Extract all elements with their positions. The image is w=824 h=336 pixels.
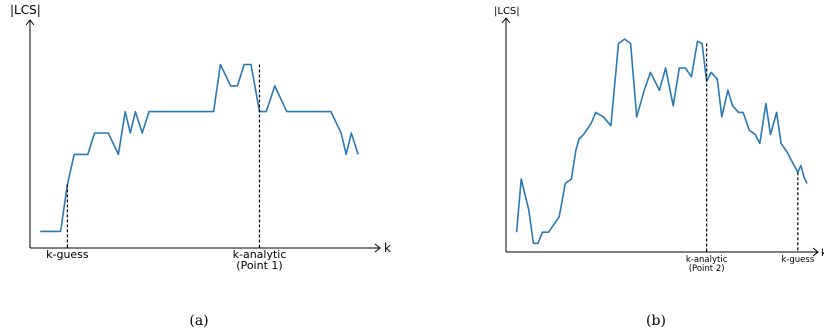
chart-a-x-axis <box>30 243 381 253</box>
chart-b-x-axis <box>506 247 819 257</box>
chart-a-series-line-0 <box>40 63 359 233</box>
caption-b: (b) <box>646 313 666 329</box>
chart-b-marker-label-0: k-analytic <box>686 255 728 265</box>
chart-b-x-label: k <box>821 248 824 259</box>
chart-b-series-line-0 <box>515 38 808 245</box>
chart-a-x-label: k <box>384 241 391 255</box>
chart-b-marker-layer: k-analytic(Point 2) k-guess <box>686 43 815 274</box>
chart-b-series-layer <box>515 38 808 245</box>
chart-a-marker-label-1: k-analytic <box>233 248 287 261</box>
chart-b-marker-sublabel-0: (Point 2) <box>689 264 725 274</box>
chart-a-y-axis <box>25 19 35 248</box>
caption-a: (a) <box>189 313 208 329</box>
chart-a-y-label: |LCS| <box>10 3 41 17</box>
chart-a-marker-sublabel-1: (Point 1) <box>236 259 282 272</box>
chart-b-y-axis <box>501 17 511 252</box>
chart-a-marker-layer: k-guess k-analytic(Point 1) <box>46 64 287 272</box>
chart-a-marker-label-0: k-guess <box>46 248 89 261</box>
chart-b-marker-label-1: k-guess <box>781 255 814 265</box>
chart-a: |LCS| k k-guess k-analytic(Point 1) (a) <box>10 3 391 329</box>
chart-a-series-layer <box>40 63 359 233</box>
chart-b-y-label: |LCS| <box>494 6 520 17</box>
chart-b: |LCS| k k-analytic(Point 2) k-guess (b) <box>494 6 824 329</box>
